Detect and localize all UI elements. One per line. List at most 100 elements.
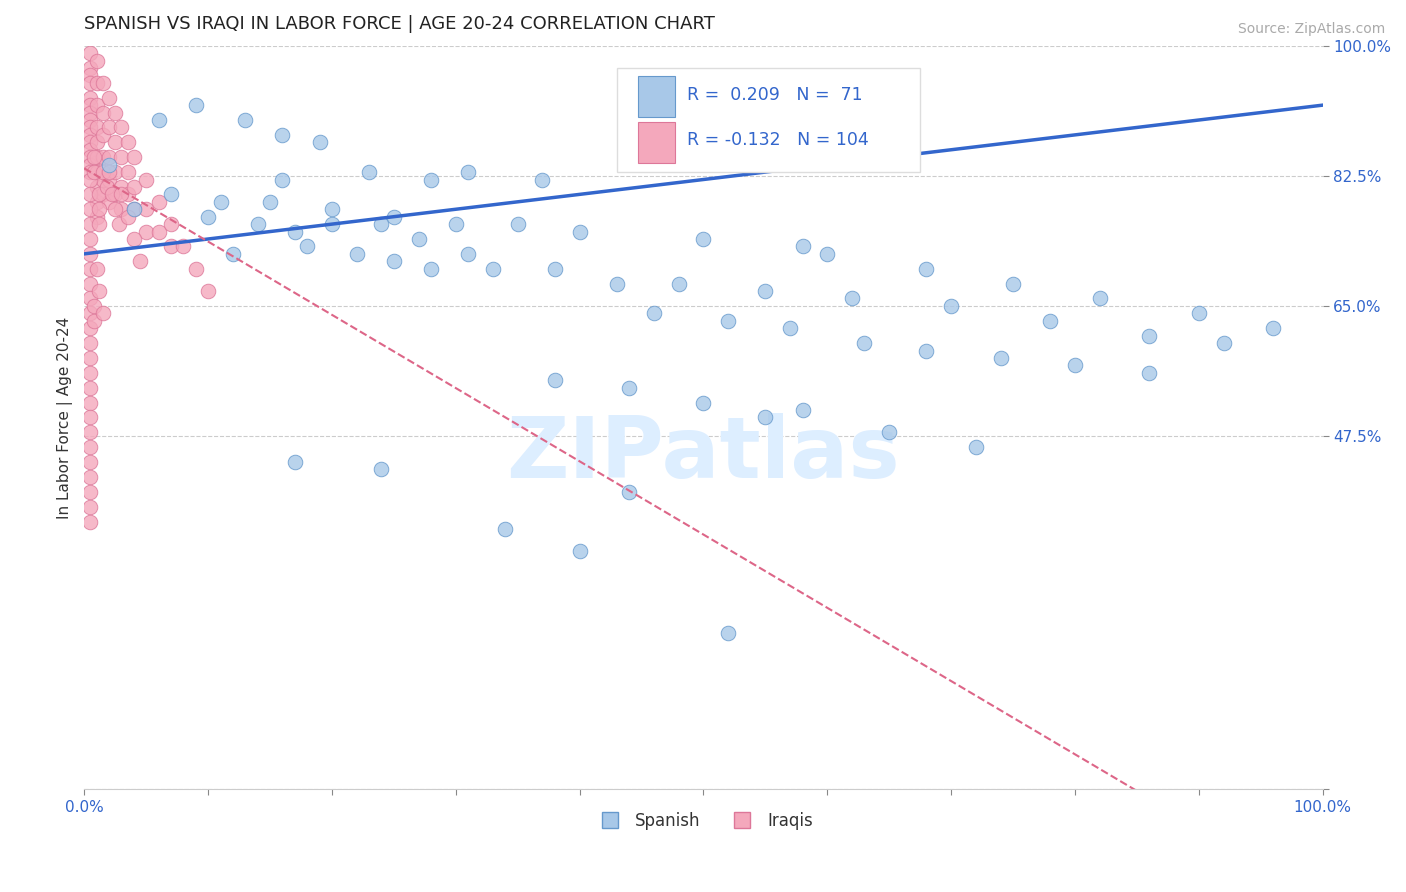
Point xyxy=(79,321,101,335)
Point xyxy=(117,136,139,150)
Point xyxy=(271,128,294,142)
Text: ZIPatlas: ZIPatlas xyxy=(506,413,900,496)
Point xyxy=(135,172,157,186)
Point xyxy=(915,261,938,276)
Point xyxy=(308,136,330,150)
Point xyxy=(1064,359,1087,373)
Point xyxy=(754,284,776,298)
Point xyxy=(89,284,111,298)
Point xyxy=(79,484,101,499)
Point xyxy=(104,136,127,150)
Point xyxy=(284,225,307,239)
Point xyxy=(79,217,101,231)
Point xyxy=(117,165,139,179)
Point xyxy=(79,292,101,306)
Point xyxy=(79,172,101,186)
Point xyxy=(79,69,101,83)
Point xyxy=(79,143,101,157)
Point xyxy=(606,277,628,291)
Point xyxy=(853,336,876,351)
Point xyxy=(79,515,101,529)
Point xyxy=(122,150,145,164)
Point xyxy=(86,76,108,90)
Point xyxy=(79,158,101,172)
Point xyxy=(172,239,194,253)
Point xyxy=(148,194,170,209)
Point xyxy=(79,61,101,75)
Point xyxy=(754,410,776,425)
Point xyxy=(259,194,281,209)
Point xyxy=(457,165,479,179)
Point xyxy=(1261,321,1284,335)
Point xyxy=(1188,306,1211,320)
Point xyxy=(98,165,121,179)
Point xyxy=(79,76,101,90)
Y-axis label: In Labor Force | Age 20-24: In Labor Force | Age 20-24 xyxy=(58,317,73,518)
Point xyxy=(79,277,101,291)
Bar xyxy=(638,122,675,162)
Point xyxy=(79,440,101,454)
Point xyxy=(86,194,108,209)
Point xyxy=(86,136,108,150)
Point xyxy=(79,187,101,202)
Point xyxy=(815,247,838,261)
Point xyxy=(717,314,740,328)
Point xyxy=(692,232,714,246)
Point xyxy=(79,381,101,395)
Point xyxy=(420,261,443,276)
Point xyxy=(79,46,101,61)
Bar xyxy=(638,77,675,118)
Point xyxy=(382,254,405,268)
Point xyxy=(321,202,343,217)
Point xyxy=(494,522,516,536)
Point xyxy=(91,150,114,164)
Point xyxy=(197,284,219,298)
Point xyxy=(79,105,101,120)
Text: SPANISH VS IRAQI IN LABOR FORCE | AGE 20-24 CORRELATION CHART: SPANISH VS IRAQI IN LABOR FORCE | AGE 20… xyxy=(84,15,716,33)
Point xyxy=(86,150,108,164)
Point xyxy=(295,239,318,253)
Point xyxy=(506,217,529,231)
Point xyxy=(408,232,430,246)
Point xyxy=(717,626,740,640)
Point xyxy=(98,91,121,105)
Point xyxy=(83,150,105,164)
Point xyxy=(1088,292,1111,306)
Point xyxy=(79,500,101,514)
Point xyxy=(79,366,101,380)
Point xyxy=(568,544,591,558)
Point xyxy=(79,232,101,246)
Point xyxy=(79,470,101,484)
Point xyxy=(1039,314,1062,328)
Point xyxy=(643,306,665,320)
Point xyxy=(990,351,1012,365)
Point xyxy=(104,105,127,120)
Point xyxy=(104,187,127,202)
Point xyxy=(122,202,145,217)
Point xyxy=(86,180,108,194)
Point xyxy=(792,403,814,417)
Point xyxy=(117,210,139,224)
Point xyxy=(346,247,368,261)
Point xyxy=(79,150,101,164)
Point xyxy=(841,292,863,306)
Point xyxy=(233,113,256,128)
Point xyxy=(779,321,801,335)
Point xyxy=(160,239,183,253)
Point xyxy=(98,150,121,164)
Text: R =  0.209   N =  71: R = 0.209 N = 71 xyxy=(688,86,863,104)
Point xyxy=(83,314,105,328)
Text: Source: ZipAtlas.com: Source: ZipAtlas.com xyxy=(1237,22,1385,37)
Point xyxy=(160,187,183,202)
Point xyxy=(91,172,114,186)
Point xyxy=(544,373,567,387)
Point xyxy=(271,172,294,186)
Point xyxy=(129,254,152,268)
Point xyxy=(444,217,467,231)
Point xyxy=(86,120,108,135)
Point xyxy=(617,484,640,499)
Point xyxy=(89,187,111,202)
Point xyxy=(965,440,987,454)
Point xyxy=(1212,336,1234,351)
Point xyxy=(359,165,381,179)
